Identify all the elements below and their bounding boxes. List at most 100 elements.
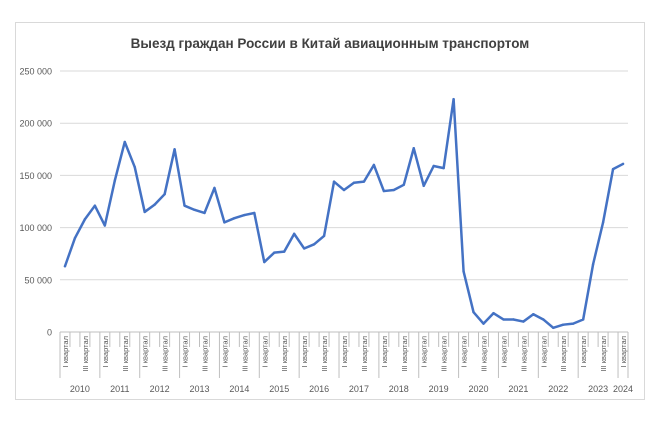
data-point bbox=[542, 318, 545, 321]
y-tick-label: 200 000 bbox=[19, 119, 52, 129]
data-point bbox=[332, 180, 336, 183]
quarter-label: III квартал bbox=[440, 336, 449, 372]
data-point bbox=[143, 210, 146, 214]
data-point bbox=[362, 180, 366, 183]
quarter-label: I квартал bbox=[220, 336, 229, 367]
year-label: 2018 bbox=[389, 384, 409, 394]
data-point bbox=[163, 192, 166, 196]
data-point bbox=[462, 270, 465, 273]
year-label: 2023 bbox=[588, 384, 608, 394]
data-point bbox=[322, 234, 326, 238]
data-point bbox=[591, 262, 595, 266]
data-point bbox=[502, 318, 505, 321]
year-label: 2011 bbox=[110, 384, 129, 394]
year-label: 2020 bbox=[469, 384, 489, 394]
data-point bbox=[123, 140, 126, 144]
chart-title: Выезд граждан России в Китай авиационным… bbox=[130, 36, 530, 51]
data-point bbox=[183, 204, 186, 207]
data-point bbox=[342, 188, 346, 192]
data-point bbox=[621, 162, 625, 166]
quarter-label: I квартал bbox=[579, 336, 588, 367]
quarter-label: III квартал bbox=[81, 336, 90, 372]
quarter-label: III квартал bbox=[599, 336, 608, 372]
data-point bbox=[263, 260, 266, 264]
data-point bbox=[302, 247, 306, 250]
year-label: 2010 bbox=[70, 384, 90, 394]
quarter-label: III квартал bbox=[320, 336, 329, 372]
data-point bbox=[213, 186, 216, 190]
quarter-label: I квартал bbox=[61, 336, 70, 367]
data-point bbox=[133, 165, 136, 169]
data-point bbox=[273, 251, 276, 254]
data-point bbox=[492, 312, 495, 315]
data-point bbox=[432, 164, 435, 168]
quarter-label: III квартал bbox=[360, 336, 369, 372]
data-point bbox=[562, 323, 565, 326]
data-point bbox=[173, 148, 176, 151]
year-label: 2024 bbox=[613, 384, 633, 394]
data-point bbox=[113, 179, 117, 182]
year-label: 2013 bbox=[189, 384, 209, 394]
year-label: 2019 bbox=[429, 384, 449, 394]
data-point bbox=[233, 217, 236, 220]
quarter-label: III квартал bbox=[400, 336, 409, 372]
data-point bbox=[93, 204, 97, 207]
quarter-label: I квартал bbox=[499, 336, 508, 367]
data-point bbox=[422, 184, 425, 188]
y-tick-label: 150 000 bbox=[19, 171, 52, 181]
data-point bbox=[442, 166, 445, 170]
quarter-label: I квартал bbox=[539, 336, 548, 367]
data-point bbox=[601, 221, 605, 224]
data-point bbox=[193, 208, 196, 212]
data-point bbox=[283, 250, 286, 253]
quarter-label: III квартал bbox=[480, 336, 489, 372]
data-point bbox=[392, 188, 396, 192]
year-label: 2014 bbox=[229, 384, 249, 394]
data-point bbox=[472, 310, 475, 314]
data-point bbox=[581, 318, 585, 321]
quarter-label: III квартал bbox=[280, 336, 289, 372]
data-point bbox=[243, 213, 246, 217]
data-point bbox=[203, 211, 206, 215]
year-label: 2016 bbox=[309, 384, 329, 394]
data-point bbox=[402, 183, 405, 186]
data-point bbox=[372, 163, 376, 167]
quarter-label: I квартал bbox=[420, 336, 429, 367]
year-label: 2012 bbox=[150, 384, 170, 394]
quarter-label: III квартал bbox=[519, 336, 528, 372]
y-tick-label: 50 000 bbox=[24, 275, 52, 285]
y-tick-label: 100 000 bbox=[19, 223, 52, 233]
quarter-label: I квартал bbox=[141, 336, 150, 367]
quarter-label: III квартал bbox=[240, 336, 249, 372]
quarter-label: I квартал bbox=[380, 336, 389, 367]
year-label: 2017 bbox=[349, 384, 369, 394]
data-point bbox=[522, 320, 525, 323]
data-point bbox=[292, 232, 296, 236]
data-point bbox=[352, 181, 356, 184]
data-point bbox=[611, 167, 615, 171]
quarter-label: I квартал bbox=[300, 336, 309, 367]
data-point bbox=[552, 326, 555, 330]
data-point bbox=[482, 322, 485, 325]
data-point bbox=[253, 211, 256, 215]
quarter-label: III квартал bbox=[200, 336, 209, 372]
y-tick-label: 0 bbox=[47, 328, 52, 338]
quarter-label: I квартал bbox=[101, 336, 110, 367]
quarter-label: I квартал bbox=[260, 336, 269, 367]
data-point bbox=[223, 221, 226, 224]
series-line bbox=[63, 97, 625, 330]
y-tick-label: 250 000 bbox=[19, 67, 52, 77]
quarter-label: III квартал bbox=[161, 336, 170, 372]
data-point bbox=[63, 265, 67, 268]
quarter-label: I квартал bbox=[340, 336, 349, 367]
data-point bbox=[312, 243, 316, 246]
year-label: 2015 bbox=[269, 384, 289, 394]
quarter-label: I квартал bbox=[181, 336, 190, 367]
year-label: 2022 bbox=[548, 384, 568, 394]
data-point bbox=[153, 203, 156, 206]
year-label: 2021 bbox=[508, 384, 528, 394]
data-point bbox=[532, 313, 535, 316]
quarter-label: III квартал bbox=[559, 336, 568, 372]
data-point bbox=[73, 236, 77, 240]
